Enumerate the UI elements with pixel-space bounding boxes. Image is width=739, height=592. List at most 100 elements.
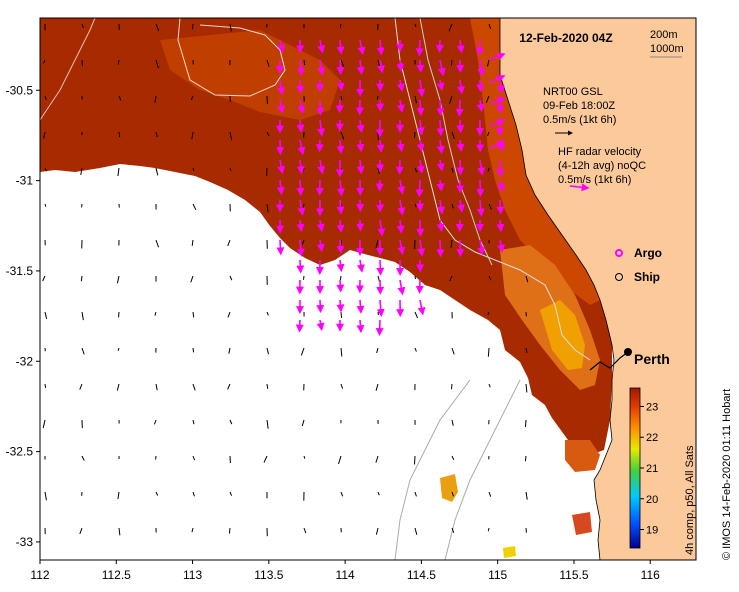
model-arrow	[301, 239, 305, 245]
model-arrow	[487, 311, 490, 316]
radar-arrow	[296, 219, 305, 232]
radar-arrow	[477, 59, 486, 77]
radar-arrow	[396, 79, 405, 92]
model-arrow	[303, 455, 306, 459]
model-arrow	[79, 527, 83, 535]
radar-arrow	[376, 259, 385, 276]
colorbar-tick-label: 21	[646, 463, 658, 475]
y-tick-label: -32.5	[6, 445, 34, 459]
radar-arrow	[476, 99, 485, 113]
model-arrow	[448, 23, 453, 32]
radar-arrow	[277, 99, 286, 114]
model-arrow	[303, 59, 306, 66]
model-arrow	[81, 311, 84, 321]
radar-arrow	[436, 99, 445, 117]
model-arrow	[414, 527, 418, 535]
model-arrow	[451, 347, 455, 355]
model-arrow	[338, 455, 342, 465]
model-arrow	[488, 275, 492, 281]
model-arrow	[192, 347, 195, 353]
radar-arrow	[356, 299, 365, 314]
model-arrow	[375, 239, 379, 248]
radar-arrow	[297, 99, 306, 114]
model-arrow	[80, 167, 83, 175]
model-arrow	[44, 95, 47, 100]
radar-arrow	[376, 39, 385, 56]
radar-arrow	[336, 219, 345, 233]
model-arrow	[487, 167, 490, 172]
radar-arrow	[436, 179, 445, 192]
isobath-west	[40, 18, 96, 121]
model-arrow	[228, 527, 231, 534]
x-tick-label: 113	[183, 568, 202, 582]
model-arrow	[451, 167, 454, 173]
radar-arrow	[489, 96, 506, 105]
radar-arrow	[456, 119, 465, 134]
model-arrow	[340, 383, 344, 389]
model-arrow	[303, 527, 307, 534]
colorbar-tick-label: 22	[646, 432, 658, 444]
model-arrow	[339, 23, 342, 28]
radar-arrow	[497, 239, 505, 253]
radar-arrow	[296, 259, 305, 274]
y-tick-label: -30.5	[6, 83, 34, 97]
date-label: 12-Feb-2020 04Z	[519, 31, 612, 45]
model-arrow	[155, 239, 160, 248]
model-arrow	[266, 347, 269, 355]
radar-arrow	[276, 239, 285, 256]
radar-arrow	[376, 139, 385, 153]
radar-arrow	[397, 279, 406, 296]
model-arrow	[525, 347, 528, 353]
radar-arrow	[296, 119, 305, 133]
model-arrow	[525, 491, 528, 500]
model-arrow	[192, 203, 197, 211]
model-arrow	[485, 95, 490, 103]
model-arrow	[266, 59, 270, 67]
radar-arrow	[396, 219, 405, 234]
radar-arrow	[277, 79, 286, 96]
isobath-coast-inner	[419, 18, 493, 266]
radar-arrow	[297, 199, 306, 216]
y-tick-label: -31	[16, 174, 34, 188]
model-arrow	[376, 95, 379, 100]
credit-label: © IMOS 14-Feb-2020 01:11 Hobart	[721, 389, 733, 560]
radar-arrow	[489, 118, 506, 127]
radar-arrow	[296, 159, 305, 175]
radar-arrow	[396, 59, 405, 72]
colorbar-label: 4h comp, p50, All Sats	[684, 445, 696, 555]
radar-arrow	[496, 179, 505, 193]
model-arrow	[340, 95, 343, 101]
model-arrow	[375, 455, 379, 463]
radar-arrow	[376, 299, 385, 318]
model-arrow	[451, 131, 455, 139]
model-arrow	[154, 95, 157, 103]
x-axis: 112 112.5 113 113.5 114 114.5 115 115.5 116	[30, 560, 660, 582]
isobath-200m-label: 200m	[650, 29, 678, 41]
colorbar	[629, 387, 641, 549]
isobath-south	[444, 379, 521, 560]
model-arrow	[229, 131, 233, 141]
radar-arrow	[456, 139, 465, 152]
model-arrow	[340, 59, 345, 68]
sst-coverage-region	[40, 18, 612, 460]
x-tick-label: 112.5	[102, 568, 131, 582]
model-arrow	[451, 527, 455, 534]
model-arrow	[80, 275, 83, 282]
model-arrow	[81, 455, 85, 461]
radar-arrow	[397, 239, 406, 256]
y-tick-label: -32	[16, 354, 34, 368]
radar-arrow	[476, 199, 485, 217]
model-arrow	[377, 491, 380, 496]
radar-arrow	[415, 39, 424, 57]
model-arrow	[192, 455, 196, 461]
radar-arrow	[416, 159, 425, 174]
radar-arrow	[417, 299, 426, 316]
radar-velocity-arrows	[275, 39, 506, 337]
model-arrow	[116, 275, 120, 284]
model-arrow	[117, 59, 120, 65]
model-arrow	[44, 167, 47, 172]
radar-arrow	[316, 239, 325, 253]
model-arrow	[190, 95, 194, 101]
colorbar-tick-label: 20	[646, 494, 658, 506]
isobath-1000m-label: 1000m	[650, 43, 684, 55]
